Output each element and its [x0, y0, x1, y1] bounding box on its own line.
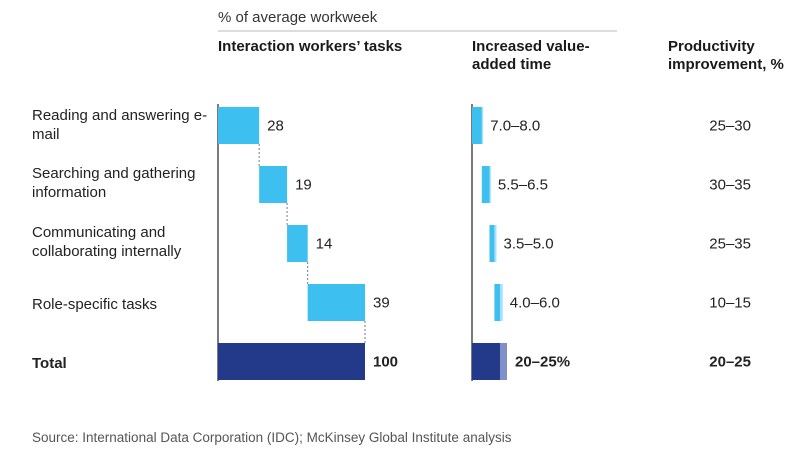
productivity-label: 25–35: [709, 236, 751, 253]
task-value-label: 39: [373, 295, 390, 312]
row-label-role-specific: Role-specific tasks: [32, 296, 158, 313]
task-bar: [287, 225, 308, 262]
productivity-label: 10–15: [709, 295, 751, 312]
value-added-bar: [481, 166, 490, 203]
task-bar: [307, 284, 365, 321]
value-added-range: [500, 284, 503, 321]
row-label-communicating: Communicating and collaborating internal…: [32, 224, 182, 260]
header-productivity: Productivity improvement, %: [668, 38, 784, 73]
header-value-added: Increased value-added time: [472, 38, 590, 73]
value-added-total-range: [500, 343, 507, 380]
row-label-total: Total: [32, 355, 67, 372]
value-added-label: 4.0–6.0: [510, 295, 560, 312]
value-added-bar: [494, 284, 500, 321]
value-added-range: [481, 107, 484, 144]
task-value-label: 14: [316, 236, 333, 253]
productivity-label: 25–30: [709, 118, 751, 135]
value-added-bar: [472, 107, 482, 144]
row-label-email: Reading and answering e-mail: [32, 107, 208, 143]
productivity-total-label: 20–25: [709, 354, 751, 371]
productivity-label: 30–35: [709, 177, 751, 194]
value-added-range: [489, 166, 491, 203]
value-added-range: [494, 225, 497, 262]
value-added-label: 5.5–6.5: [498, 177, 548, 194]
value-added-total-label: 20–25%: [515, 354, 570, 371]
task-total-label: 100: [373, 354, 398, 371]
task-bar: [259, 166, 288, 203]
header-tasks: Interaction workers’ tasks: [218, 38, 403, 55]
task-bar: [218, 107, 260, 144]
chart-subtitle: % of average workweek: [218, 9, 378, 26]
value-added-total-bar: [472, 343, 500, 380]
task-total-bar: [218, 343, 365, 380]
row-label-searching: Searching and gathering information: [32, 165, 196, 201]
task-value-label: 28: [267, 118, 284, 135]
task-value-label: 19: [295, 177, 312, 194]
value-added-bar: [489, 225, 495, 262]
value-added-label: 7.0–8.0: [490, 118, 540, 135]
source-note: Source: International Data Corporation (…: [32, 430, 512, 445]
value-added-label: 3.5–5.0: [504, 236, 554, 253]
